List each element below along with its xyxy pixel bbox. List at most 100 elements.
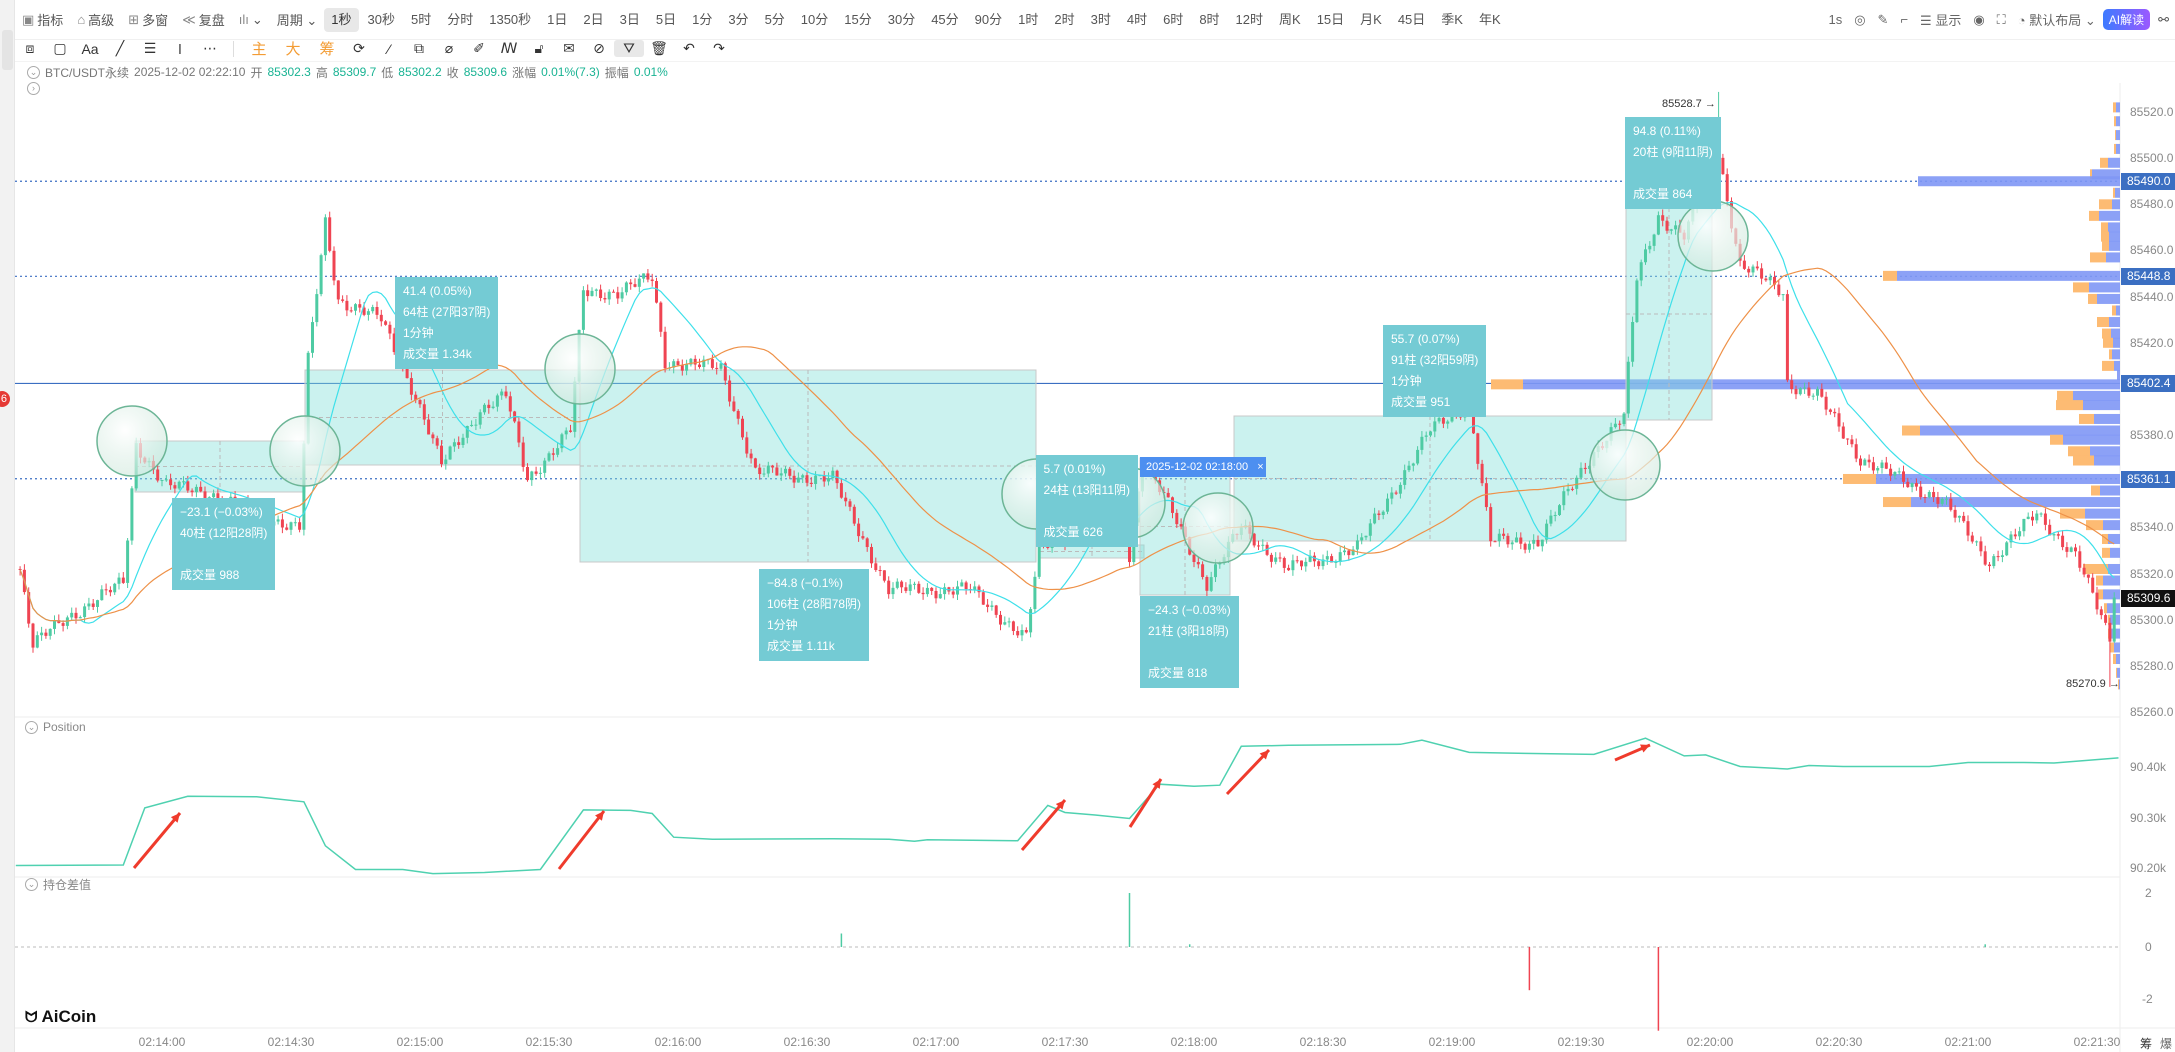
trend-arrow (1225, 748, 1271, 796)
filter-icon[interactable]: ⛛ (614, 40, 644, 57)
share-icon[interactable]: ⚯ (2158, 11, 2169, 27)
toolbar-replay-button[interactable]: ≪ 复盘 (175, 7, 232, 33)
timeframe-12时[interactable]: 12时 (1235, 11, 1264, 27)
volume-profile-bar-buy (2116, 102, 2120, 113)
candle (311, 322, 314, 353)
pen-icon[interactable]: ✎ (1877, 11, 1889, 27)
timeframe-3日[interactable]: 3日 (619, 11, 640, 27)
toolbar-multi-window-button[interactable]: ⊞ 多窗 (121, 7, 175, 33)
timeframe-5日[interactable]: 5日 (655, 11, 677, 27)
redo-icon[interactable]: ↷ (713, 40, 725, 56)
trash-icon[interactable]: 🗑︎ (650, 40, 668, 56)
vertical-line-icon[interactable]: ǀ (178, 40, 182, 57)
measurement-label: 5.7 (0.01%) 24柱 (13阳11阴) 成交量 626 (1035, 455, 1138, 547)
price-tick: 85280.0 (2130, 658, 2174, 673)
candle (1398, 484, 1402, 494)
undo-icon[interactable]: ↶ (683, 40, 695, 56)
volume-profile-bar-buy (1918, 176, 2120, 187)
sidebar-toggle-button[interactable] (2, 30, 13, 70)
text-icon[interactable]: Aa (81, 40, 99, 57)
timeframe-1日[interactable]: 1日 (547, 11, 568, 27)
timeframe-8时[interactable]: 8时 (1199, 11, 1220, 27)
candle (956, 586, 959, 595)
timeframe-5分[interactable]: 5分 (764, 11, 785, 27)
timeframe-10分[interactable]: 10分 (800, 11, 829, 27)
timeframe-2时[interactable]: 2时 (1054, 11, 1075, 27)
expand-indicators-icon[interactable]: › (27, 82, 40, 95)
diff-tick: 2 (2145, 886, 2152, 900)
toolbar-advanced-button[interactable]: ⌂ 高级 (70, 7, 121, 33)
liquidation-button[interactable]: 爆 (2160, 1037, 2173, 1051)
target-icon[interactable]: ◉ (1973, 11, 1985, 27)
candle (663, 331, 667, 369)
lock-icon[interactable]: 🔓︎ (534, 40, 544, 56)
candle (1257, 545, 1260, 547)
candle (753, 458, 757, 468)
magnet-icon[interactable]: ⁄ (387, 40, 391, 57)
candle (1368, 523, 1372, 536)
copy-icon[interactable]: ⧉ (414, 40, 424, 56)
candle (990, 605, 994, 607)
timeframe-5时[interactable]: 5时 (410, 11, 432, 27)
timeframe-3时[interactable]: 3时 (1090, 11, 1111, 27)
layout-icon[interactable]: ◔ 默认布局 ⌄ (2017, 13, 2096, 28)
collapse-chevron-icon[interactable]: ⌄ (25, 878, 38, 891)
ruler-icon[interactable]: ⌀ (444, 40, 454, 56)
display-icon[interactable]: ☰ 显示 (1920, 13, 1962, 28)
timeframe-1秒[interactable]: 1秒 (324, 7, 359, 32)
eraser-icon[interactable]: ✐ (473, 40, 485, 56)
timeframe-45分[interactable]: 45分 (931, 11, 959, 27)
note-icon[interactable]: ✉ (563, 40, 575, 56)
interval-label[interactable]: 1s (1828, 12, 1843, 27)
timeframe-3分[interactable]: 3分 (728, 11, 749, 27)
toolbar-chart-box-button[interactable]: ▣ 指标 (15, 7, 70, 33)
candle (1970, 535, 1974, 542)
timeframe-分时[interactable]: 分时 (447, 11, 474, 27)
timeframe-30分[interactable]: 30分 (887, 11, 916, 27)
timeframe-周K[interactable]: 周K (1279, 11, 1301, 27)
collapse-chevron-icon[interactable]: ⌄ (25, 720, 38, 734)
indicator-toggle-1[interactable]: 大 (285, 41, 301, 58)
timeframe-45日[interactable]: 45日 (1397, 11, 1426, 27)
timeframe-2日[interactable]: 2日 (583, 11, 604, 27)
refresh-icon[interactable]: ⟳ (353, 40, 365, 56)
fullscreen-icon[interactable]: ⛶ (1996, 11, 2006, 27)
notification-badge[interactable]: 6 (0, 391, 10, 407)
timeframe-15日[interactable]: 15日 (1316, 11, 1345, 27)
more-icon[interactable]: ⋯ (203, 40, 217, 56)
rectangle-icon[interactable]: ▢ (53, 40, 67, 56)
timeframe-4时[interactable]: 4时 (1126, 11, 1148, 27)
indicator-toggle-0[interactable]: 主 (251, 41, 267, 58)
timeframe-6时[interactable]: 6时 (1163, 11, 1184, 27)
timeframe-90分[interactable]: 90分 (974, 11, 1003, 27)
timeframe-1分[interactable]: 1分 (692, 11, 713, 27)
timeframe-月K[interactable]: 月K (1360, 11, 1382, 27)
timeframe-季K[interactable]: 季K (1441, 11, 1463, 27)
timeframe-1时[interactable]: 1时 (1018, 11, 1039, 27)
toolbar-candle-type-button[interactable]: ılı ⌄ (232, 7, 270, 33)
candle (1510, 542, 1514, 545)
candle (1420, 436, 1424, 450)
menu-lines-icon[interactable]: ☰ (143, 40, 157, 56)
toolbar-period-button[interactable]: 周期 ⌄ (270, 7, 325, 33)
timeframe-30秒[interactable]: 30秒 (367, 11, 395, 27)
camera-icon[interactable]: ◎ (1854, 11, 1866, 27)
close-icon[interactable]: × (1257, 461, 1264, 473)
collapse-chevron-icon[interactable]: ⌄ (27, 65, 40, 79)
timeframe-年K[interactable]: 年K (1478, 11, 1501, 27)
timeframe-1350秒[interactable]: 1350秒 (489, 11, 532, 27)
pattern-icon[interactable]: ꟿ (500, 40, 518, 56)
indicator-toggle-2[interactable]: 筹 (319, 41, 335, 58)
screenshot-icon[interactable]: ⧈ (25, 40, 35, 56)
ai-interpret-button[interactable]: AI解读 (2102, 9, 2151, 30)
line-icon[interactable]: ╱ (115, 40, 125, 56)
crop-icon[interactable]: ⌐ (1900, 12, 1909, 27)
chip-button[interactable]: 筹 (2140, 1037, 2153, 1051)
high-value: 85309.7 (332, 65, 377, 79)
timeframe-15分[interactable]: 15分 (844, 11, 872, 27)
candle (1777, 284, 1781, 296)
candle (1364, 535, 1368, 538)
link-icon[interactable]: ⊘ (593, 40, 605, 56)
candle (964, 582, 968, 590)
